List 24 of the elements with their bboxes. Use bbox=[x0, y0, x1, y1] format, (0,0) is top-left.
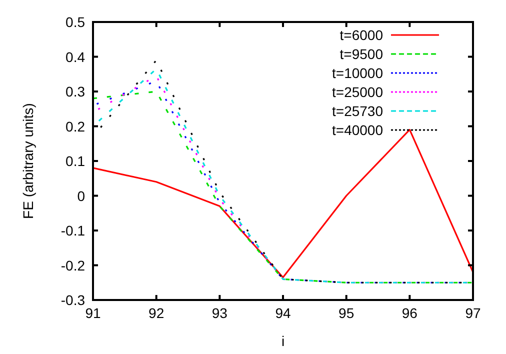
y-tick-label: 0.4 bbox=[66, 48, 86, 65]
x-tick-label: 92 bbox=[148, 305, 164, 321]
y-tick-label: -0.3 bbox=[60, 292, 86, 308]
legend-label: t=25000 bbox=[332, 84, 384, 100]
legend-label: t=25730 bbox=[332, 103, 384, 119]
y-tick-label: -0.1 bbox=[60, 222, 86, 238]
x-tick-label: 97 bbox=[465, 305, 481, 321]
legend-label: t=40000 bbox=[332, 122, 384, 138]
legend-label: t=6000 bbox=[340, 27, 384, 43]
x-tick-label: 91 bbox=[85, 305, 101, 321]
legend-label: t=10000 bbox=[332, 65, 384, 81]
x-tick-label: 94 bbox=[275, 305, 291, 321]
y-tick-label: -0.2 bbox=[60, 257, 86, 274]
y-tick-label: 0.3 bbox=[66, 84, 86, 100]
y-tick-label: 0.1 bbox=[66, 153, 86, 169]
x-tick-label: 93 bbox=[212, 305, 228, 321]
y-tick-label: 0.5 bbox=[66, 14, 86, 30]
x-tick-label: 96 bbox=[402, 305, 418, 321]
legend-label: t=9500 bbox=[340, 46, 384, 62]
y-axis-title: FE (arbitrary units) bbox=[20, 103, 36, 219]
y-tick-label: 0 bbox=[77, 188, 86, 204]
y-tick-label: 0.2 bbox=[66, 118, 86, 134]
x-tick-label: 95 bbox=[338, 305, 354, 321]
x-axis-title: i bbox=[281, 333, 285, 349]
